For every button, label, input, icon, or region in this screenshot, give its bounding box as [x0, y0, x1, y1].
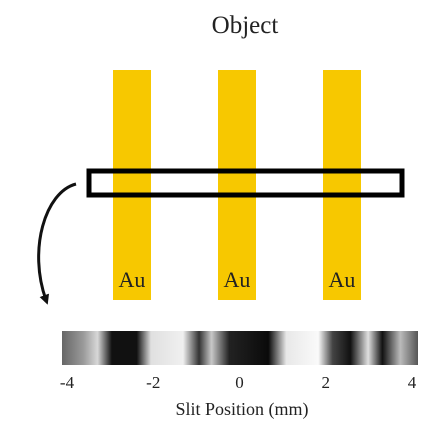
diagram: Object Au Au Au -4 -2 0 2 4 Slit Position (mm): [0, 0, 439, 425]
tick-label: 0: [235, 373, 244, 392]
intensity-strip: [62, 331, 418, 365]
tick-label: -2: [146, 373, 160, 392]
gold-bar: [323, 70, 361, 300]
tick-label: 2: [322, 373, 331, 392]
gold-bar: [218, 70, 256, 300]
curved-arrow: [39, 184, 76, 300]
tick-label: -4: [60, 373, 75, 392]
tick-labels: -4 -2 0 2 4: [60, 373, 417, 392]
bar-label: Au: [329, 267, 356, 292]
bar-label: Au: [119, 267, 146, 292]
bar-label: Au: [224, 267, 251, 292]
tick-label: 4: [408, 373, 417, 392]
gold-bars: Au Au Au: [113, 70, 361, 300]
title: Object: [212, 12, 279, 39]
axis-label: Slit Position (mm): [175, 399, 308, 420]
gold-bar: [113, 70, 151, 300]
